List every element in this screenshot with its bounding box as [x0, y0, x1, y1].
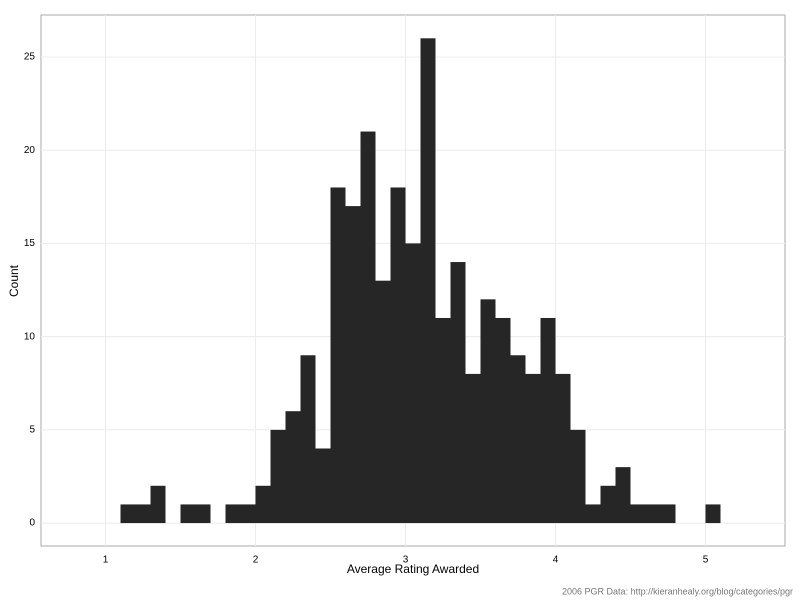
bar — [360, 131, 376, 524]
bar — [375, 280, 391, 524]
bar — [300, 355, 316, 524]
caption: 2006 PGR Data: http://kieranhealy.org/bl… — [562, 586, 793, 596]
x-tick-label: 5 — [703, 555, 709, 566]
bar — [660, 504, 676, 524]
bar — [540, 317, 556, 524]
x-tick-label: 4 — [553, 555, 559, 566]
bar — [480, 299, 496, 524]
bar — [585, 504, 601, 524]
bar — [705, 504, 721, 524]
bar — [315, 448, 331, 524]
bar — [615, 467, 631, 524]
bar — [495, 317, 511, 524]
bar — [600, 485, 616, 524]
y-axis-label: Count — [7, 264, 21, 297]
bar — [255, 485, 271, 524]
y-tick-label: 25 — [24, 52, 36, 63]
x-tick-label: 3 — [403, 555, 409, 566]
x-tick-label: 2 — [253, 555, 259, 566]
bar — [225, 504, 241, 524]
y-tick-label: 10 — [24, 331, 36, 342]
bar — [180, 504, 196, 524]
bar — [630, 504, 646, 524]
bar — [645, 504, 661, 524]
bar — [570, 429, 586, 524]
bar — [150, 485, 166, 524]
bar — [450, 262, 466, 524]
y-tick-label: 20 — [24, 145, 36, 156]
bar — [525, 373, 541, 524]
bar — [405, 243, 421, 524]
bar — [435, 317, 451, 524]
bar — [330, 187, 346, 524]
bar — [345, 206, 361, 524]
bar — [120, 504, 136, 524]
y-tick-label: 0 — [29, 518, 35, 529]
bar — [285, 411, 301, 524]
x-axis-label: Average Rating Awarded — [347, 562, 479, 576]
bar — [270, 429, 286, 524]
bar — [510, 355, 526, 524]
bar — [390, 187, 406, 524]
bar — [465, 373, 481, 524]
bar — [135, 504, 151, 524]
bar — [240, 504, 256, 524]
bar — [195, 504, 211, 524]
y-tick-label: 15 — [24, 238, 36, 249]
y-tick-label: 5 — [29, 424, 35, 435]
bar — [555, 373, 571, 524]
bar — [420, 38, 436, 524]
x-tick-label: 1 — [103, 555, 109, 566]
